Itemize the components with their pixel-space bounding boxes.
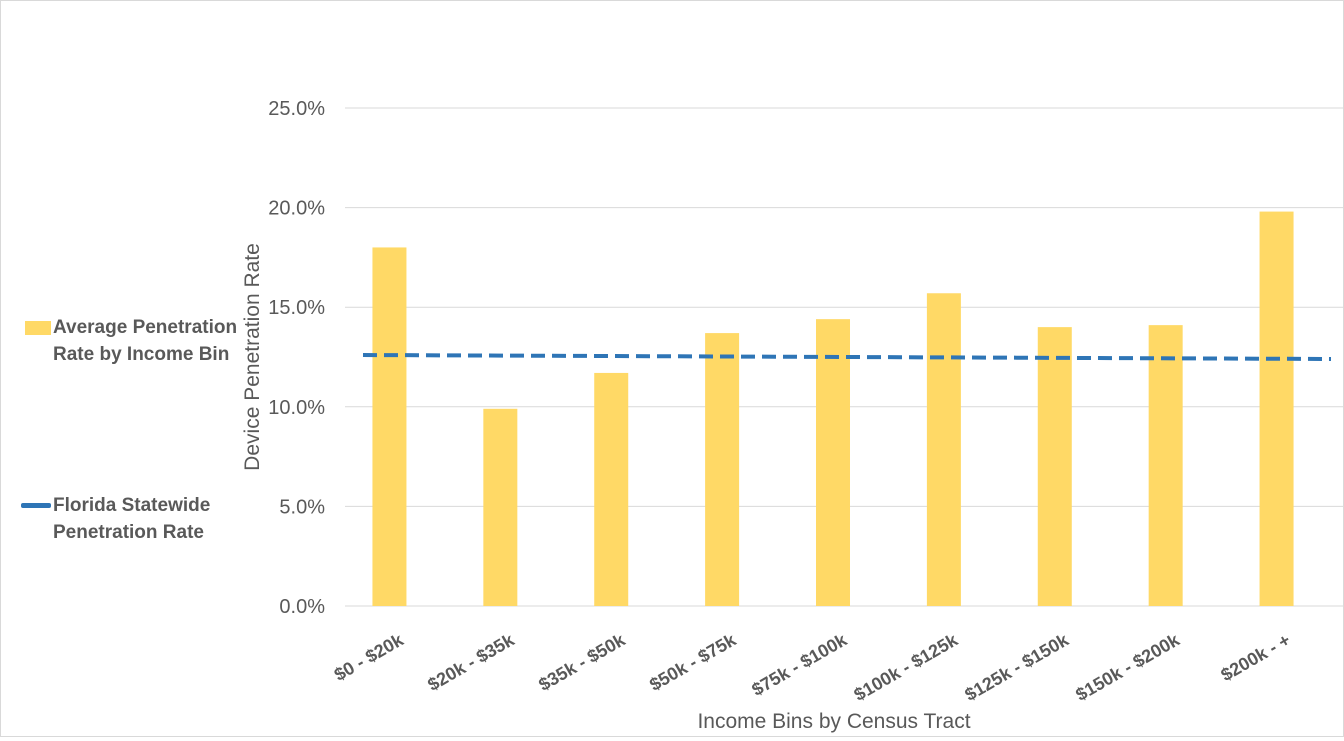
y-tick-label: 10.0% <box>268 397 325 419</box>
bars <box>372 211 1294 607</box>
y-tick-label: 20.0% <box>268 198 325 220</box>
bar <box>372 247 407 606</box>
bar <box>816 319 850 606</box>
bar <box>483 408 518 606</box>
legend-line-label: Florida Statewide Penetration Rate <box>53 495 211 543</box>
y-tick-label: 15.0% <box>268 297 325 319</box>
x-tick-label: $100k - $125k <box>851 629 962 705</box>
x-tick-label: $50k - $75k <box>646 629 740 695</box>
y-tick-label: 25.0% <box>268 98 325 120</box>
y-tick-label: 0.0% <box>279 596 325 618</box>
x-tick-label: $200k - + <box>1217 630 1293 686</box>
x-tick-label: $75k - $100k <box>748 629 851 700</box>
x-tick-label: $35k - $50k <box>535 629 629 695</box>
x-tick-label: $0 - $20k <box>331 629 408 685</box>
bar <box>594 372 629 606</box>
y-axis-ticks: 0.0% 5.0% 10.0% 15.0% 20.0% 25.0% <box>268 98 325 618</box>
legend-line-swatch <box>21 503 51 508</box>
x-tick-label: $150k - $200k <box>1072 629 1183 705</box>
bar <box>926 293 961 606</box>
bar <box>1259 211 1294 607</box>
x-axis-ticks: $0 - $20k $20k - $35k $35k - $50k $50k - $7… <box>331 629 1294 705</box>
bar <box>1148 325 1183 606</box>
y-tick-label: 5.0% <box>279 496 325 518</box>
legend-bar-label: Average Penetration Rate by Income Bin <box>53 317 238 365</box>
legend-bar-swatch <box>25 321 51 335</box>
statewide-reference-line <box>362 353 1332 361</box>
x-axis-title: Income Bins by Census Tract <box>697 710 970 733</box>
y-axis-title: Device Penetration Rate <box>241 243 264 471</box>
x-tick-label: $20k - $35k <box>424 629 518 695</box>
x-tick-label: $125k - $150k <box>961 629 1072 705</box>
bar <box>1037 327 1072 606</box>
bar <box>705 333 740 606</box>
reference-line <box>362 353 1332 361</box>
